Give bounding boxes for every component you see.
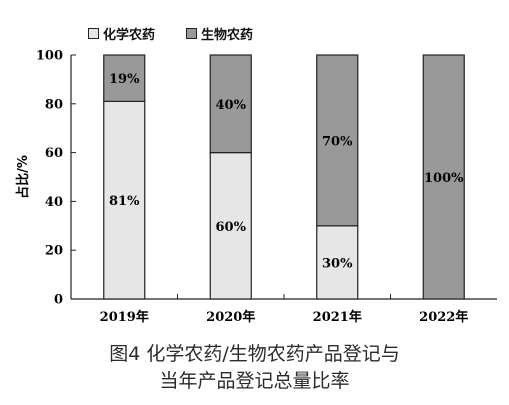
x-tick-label-3: 2022年 xyxy=(419,309,468,325)
bar-1-0 xyxy=(103,54,146,102)
legend-swatch-chemical xyxy=(88,28,99,39)
data-label-0-0: 81% xyxy=(109,194,140,209)
data-label-0-1: 60% xyxy=(216,220,247,235)
y-tick-label-5: 100 xyxy=(36,49,63,64)
y-tick-label-3: 60 xyxy=(45,146,63,161)
stacked-bar-chart: 0 20 40 60 80 100 占比/% 81% 19% 2019年 60% 40% 2020年 30… xyxy=(15,49,497,325)
figure-caption-line2: 当年产品登记总量比率 xyxy=(159,370,350,392)
data-label-1-0: 19% xyxy=(109,72,140,87)
y-axis-label: 占比/% xyxy=(15,155,31,199)
y-tick-label-2: 40 xyxy=(45,195,63,210)
bar-0-1 xyxy=(209,152,252,300)
legend-item-chemical: 化学农药 xyxy=(88,24,155,43)
data-label-0-2: 30% xyxy=(322,256,353,271)
legend-label-chemical: 化学农药 xyxy=(103,28,156,43)
data-label-1-1: 40% xyxy=(216,98,247,113)
x-tick-label-0: 2019年 xyxy=(100,309,149,325)
data-label-1-2: 70% xyxy=(322,134,353,149)
figure-caption-line1: 图4 化学农药/生物农药产品登记与 xyxy=(109,343,400,365)
y-tick-label-0: 0 xyxy=(54,293,63,308)
bar-1-2 xyxy=(316,54,359,227)
y-tick-label-4: 80 xyxy=(45,97,63,112)
legend-item-bio: 生物农药 xyxy=(186,24,253,43)
bar-1-1 xyxy=(209,54,252,154)
legend-swatch-bio xyxy=(186,28,197,39)
legend-label-bio: 生物农药 xyxy=(201,28,254,43)
x-tick-label-2: 2021年 xyxy=(313,309,362,325)
bar-1-3 xyxy=(422,54,465,300)
data-label-1-3: 100% xyxy=(424,171,464,186)
x-tick-label-1: 2020年 xyxy=(206,309,255,325)
y-tick-label-1: 20 xyxy=(45,244,63,259)
